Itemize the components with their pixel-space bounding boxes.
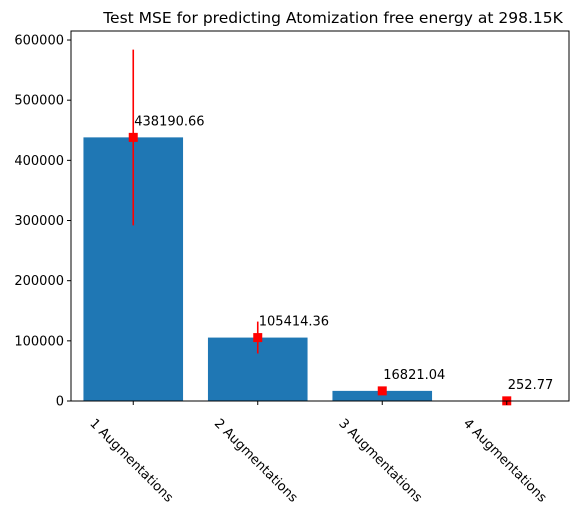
mean-marker-2	[253, 333, 263, 343]
y-tick-label-0: 0	[56, 395, 64, 410]
axes-frame	[70, 30, 570, 402]
value-label-2: 105414.36	[259, 315, 329, 330]
y-tick-label-1: 100000	[14, 334, 64, 349]
bar-3	[332, 390, 433, 401]
mean-marker-1	[128, 132, 138, 142]
y-tick-label-5: 500000	[14, 94, 64, 109]
value-label-3: 16821.04	[383, 368, 445, 383]
mean-marker-3	[377, 386, 387, 396]
chart-title: Test MSE for predicting Atomization free…	[102, 9, 563, 27]
value-label-4: 252.77	[508, 378, 554, 393]
y-tick-label-4: 400000	[14, 154, 64, 169]
plot-area: 438190.66 105414.36 16821.04 252.77 0 100000 2…	[14, 30, 570, 506]
x-tick-label-0: 1 Augmentations	[86, 416, 176, 506]
value-label-1: 438190.66	[134, 114, 204, 129]
x-tick-label-2: 3 Augmentations	[335, 416, 425, 506]
x-tick-label-1: 2 Augmentations	[211, 416, 301, 506]
y-tick-label-2: 200000	[14, 274, 64, 289]
y-tick-label-3: 300000	[14, 214, 64, 229]
y-tick-label-6: 600000	[14, 34, 64, 49]
x-tick-label-3: 4 Augmentations	[460, 416, 550, 506]
